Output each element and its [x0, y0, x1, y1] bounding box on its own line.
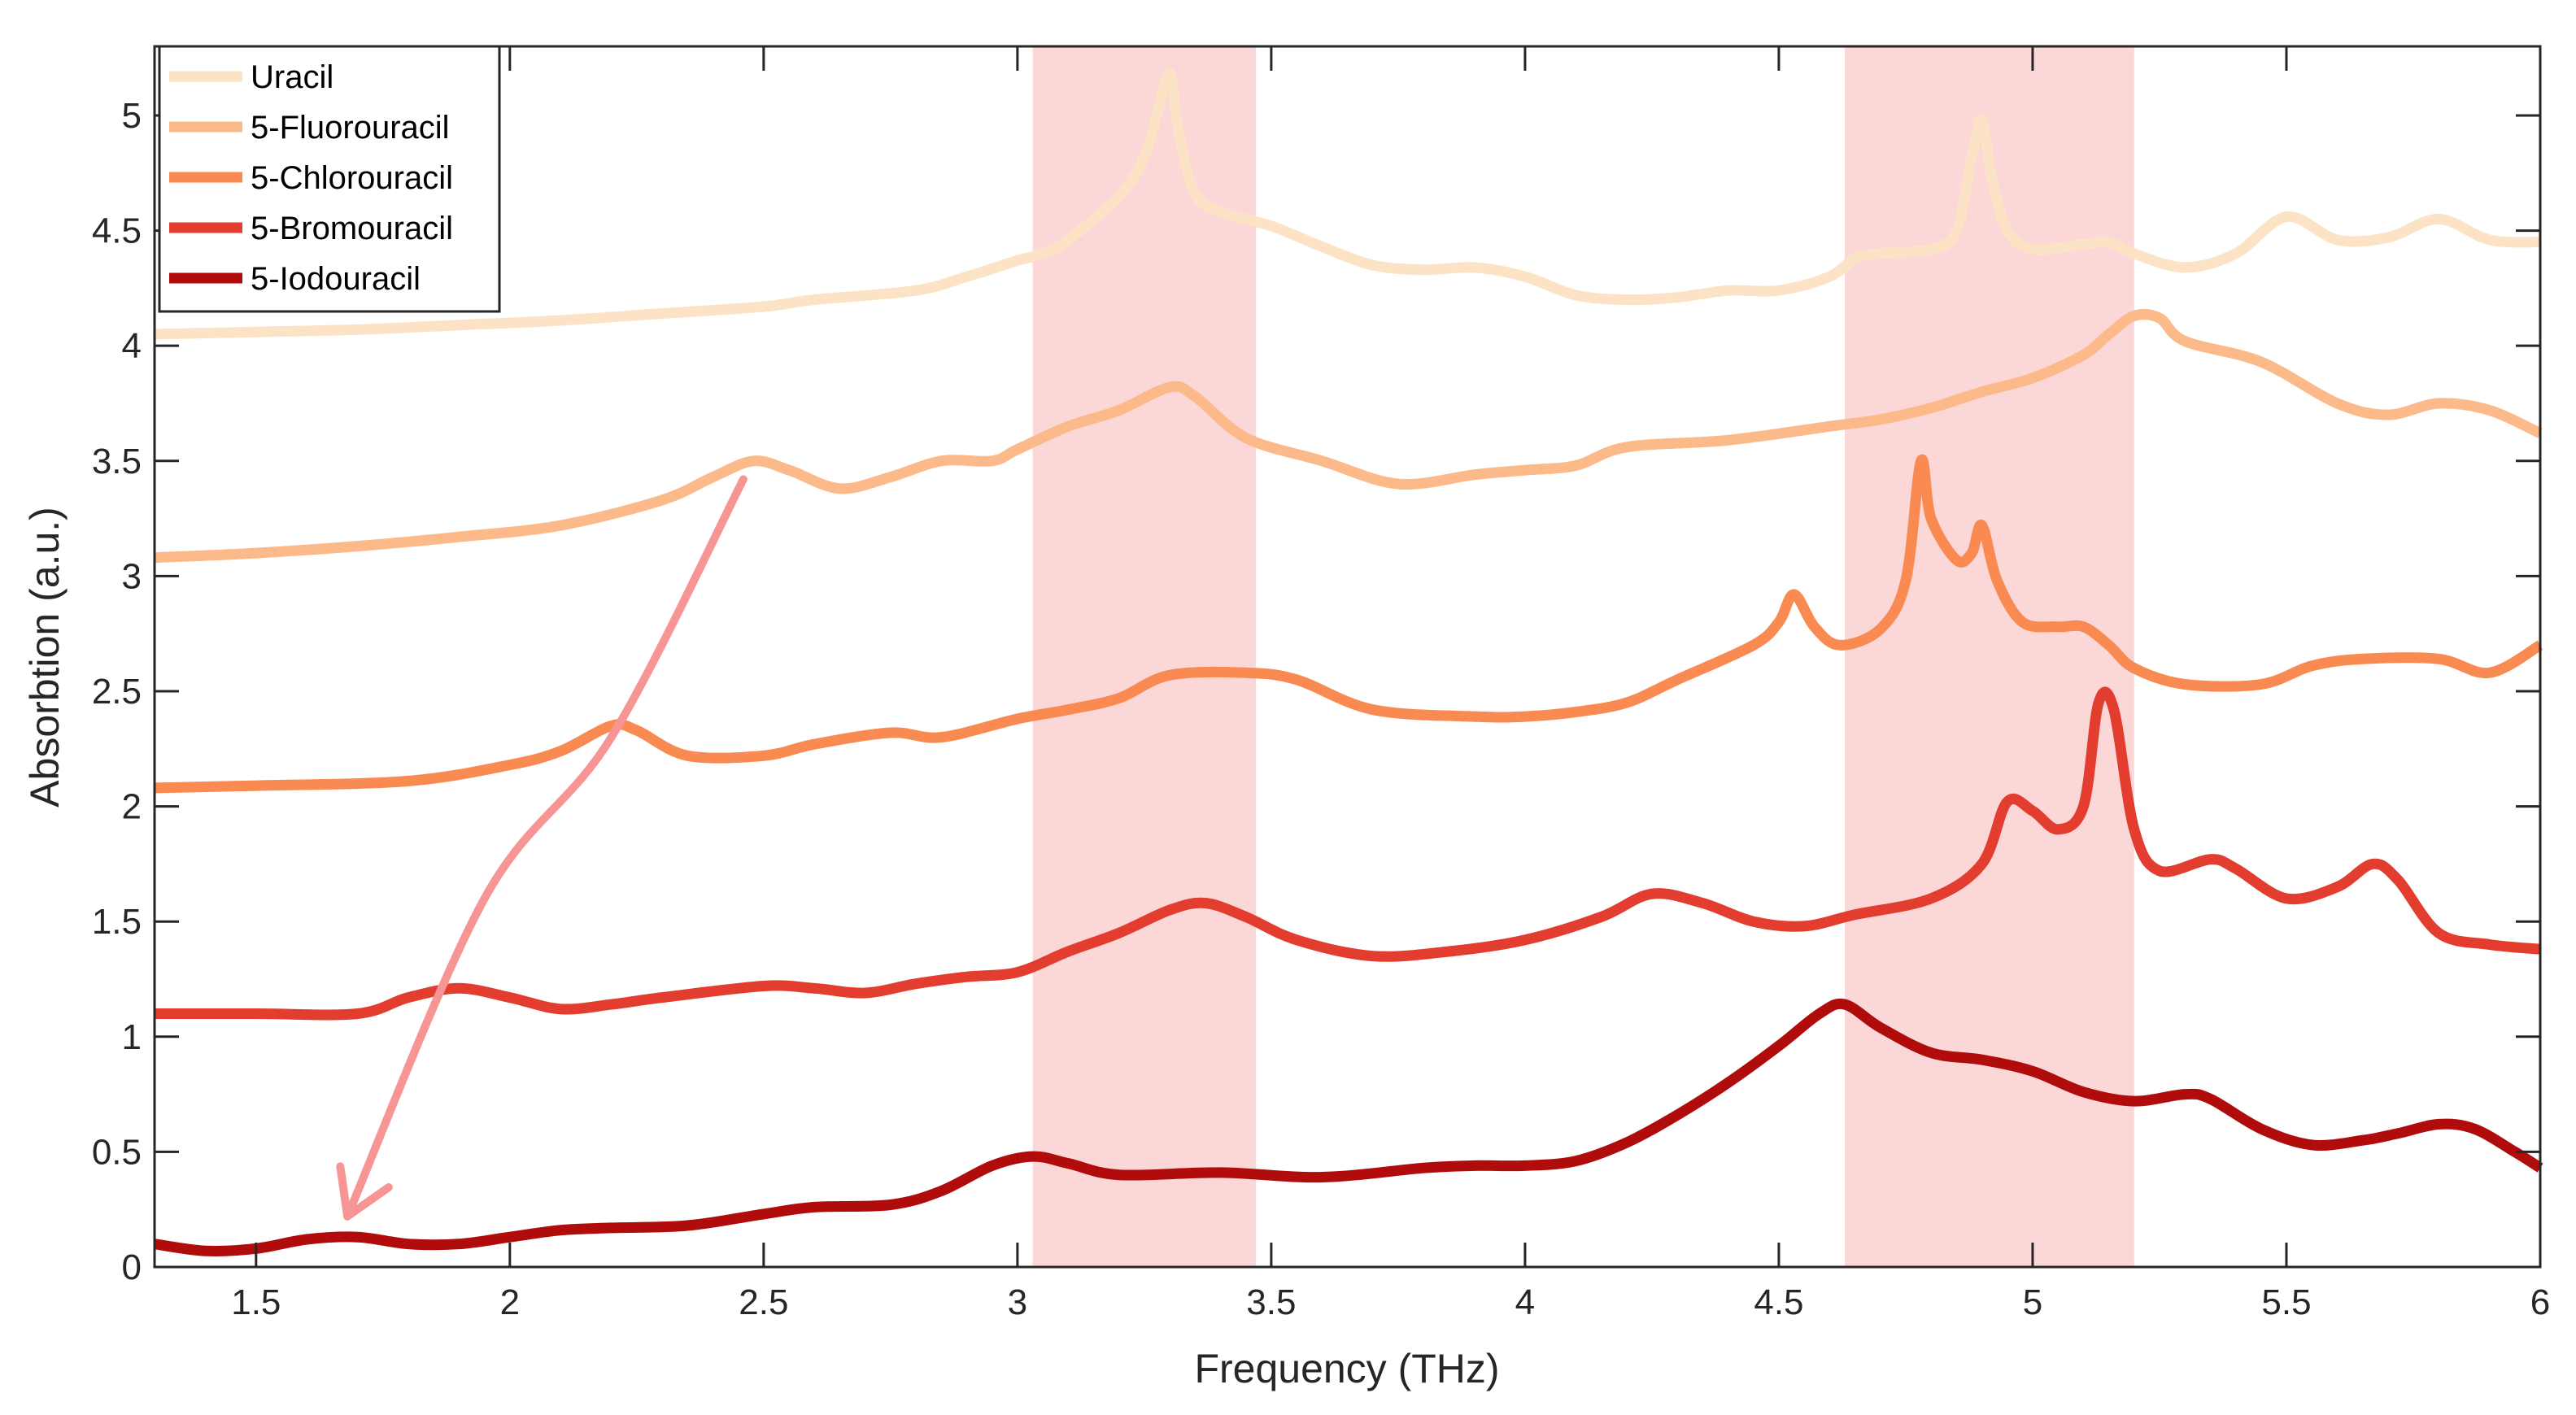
plot-frame — [153, 45, 2542, 1269]
legend-label-5-fluorouracil: 5-Fluorouracil — [251, 110, 450, 146]
y-tick-label: 4.5 — [92, 211, 142, 251]
series-line-5-iodouracil — [154, 998, 2543, 1256]
y-tick-label: 5 — [122, 96, 142, 136]
x-axis-label: Frequency (THz) — [1194, 1346, 1499, 1391]
legend-label-5-chlorouracil: 5-Chlorouracil — [251, 160, 453, 196]
x-tick-label: 5.5 — [2261, 1282, 2311, 1322]
legend-label-5-bromouracil: 5-Bromouracil — [251, 211, 453, 246]
series-line-5-chlorouracil — [154, 454, 2543, 794]
highlight-bands — [1032, 46, 2134, 1267]
x-tick-label: 4.5 — [1754, 1282, 1803, 1322]
x-tick-label: 2.5 — [739, 1282, 788, 1322]
x-tick-label: 2 — [500, 1282, 520, 1322]
trend-arrow-shaft — [343, 475, 748, 1221]
highlight-band-1 — [1032, 46, 1257, 1267]
y-tick-label: 3 — [122, 556, 142, 596]
y-tick-label: 1.5 — [92, 902, 142, 942]
x-tick-label: 5 — [2023, 1282, 2042, 1322]
legend: Uracil 5-Fluorouracil 5-Chlorouracil 5-Brom… — [158, 45, 501, 313]
series-line-uracil — [154, 67, 2541, 340]
x-tick-label: 4 — [1515, 1282, 1535, 1322]
y-tick-label: 0 — [122, 1247, 142, 1287]
y-axis-label: Absorbtion (a.u.) — [22, 507, 68, 808]
y-axis-ticks: 0 0.5 1 1.5 2 2.5 3 3.5 4 4.5 5 — [92, 96, 2540, 1287]
y-tick-label: 2 — [122, 787, 142, 827]
y-tick-label: 4 — [122, 326, 142, 366]
series-line-5-fluorouracil — [154, 308, 2543, 564]
x-axis-ticks: 1.5 2 2.5 3 3.5 4 4.5 5 5.5 6 — [231, 46, 2550, 1322]
y-tick-label: 3.5 — [92, 442, 142, 481]
trend-arrow-head — [336, 1162, 393, 1221]
highlight-band-2 — [1845, 46, 2134, 1267]
y-tick-label: 2.5 — [92, 672, 142, 712]
x-tick-label: 6 — [2530, 1282, 2550, 1322]
legend-label-5-iodouracil: 5-Iodouracil — [251, 261, 421, 297]
y-tick-label: 1 — [122, 1017, 142, 1057]
x-tick-label: 3 — [1008, 1282, 1027, 1322]
series-lines — [154, 67, 2543, 1256]
legend-label-uracil: Uracil — [251, 59, 333, 95]
x-tick-label: 3.5 — [1246, 1282, 1296, 1322]
x-tick-label: 1.5 — [231, 1282, 281, 1322]
trend-arrow — [336, 475, 748, 1221]
y-tick-label: 0.5 — [92, 1132, 142, 1172]
series-line-5-bromouracil — [155, 686, 2541, 1021]
